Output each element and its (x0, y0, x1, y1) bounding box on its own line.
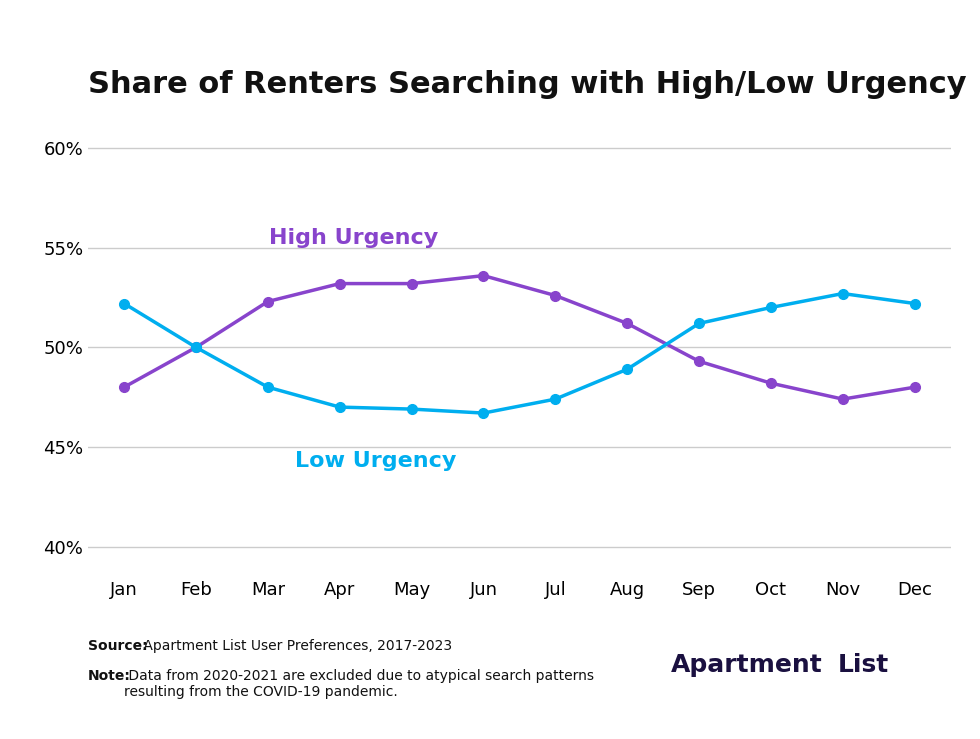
Text: Share of Renters Searching with High/Low Urgency: Share of Renters Searching with High/Low… (88, 70, 967, 99)
Text: Note:: Note: (88, 669, 131, 683)
Text: Data from 2020-2021 are excluded due to atypical search patterns
resulting from : Data from 2020-2021 are excluded due to … (124, 669, 595, 699)
Text: List: List (838, 653, 889, 677)
Text: Apartment List User Preferences, 2017-2023: Apartment List User Preferences, 2017-20… (139, 639, 453, 653)
Text: High Urgency: High Urgency (270, 228, 439, 248)
Text: Apartment: Apartment (671, 653, 823, 677)
Text: Source:: Source: (88, 639, 148, 653)
Text: Low Urgency: Low Urgency (295, 451, 457, 471)
